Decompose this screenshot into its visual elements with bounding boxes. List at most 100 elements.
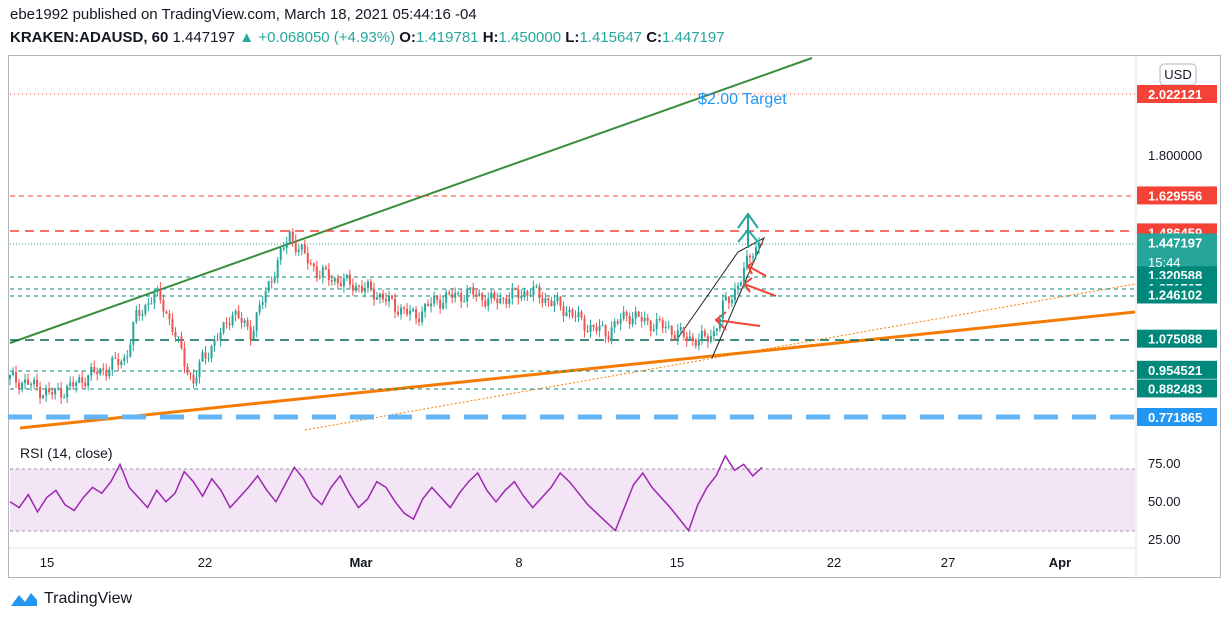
candle-body bbox=[529, 295, 532, 297]
candle-body bbox=[631, 318, 634, 325]
candle-body bbox=[111, 357, 114, 370]
time-tick: 27 bbox=[941, 555, 955, 570]
candle-body bbox=[183, 348, 186, 367]
candle-body bbox=[595, 327, 598, 331]
time-tick: 8 bbox=[515, 555, 522, 570]
candle-body bbox=[12, 372, 15, 375]
open-label: O: bbox=[399, 29, 416, 46]
candle-body bbox=[619, 319, 622, 324]
price-label: 0.954521 bbox=[1148, 363, 1202, 378]
target-annotation[interactable]: $2.00 Target bbox=[698, 91, 787, 108]
candle-body bbox=[748, 255, 751, 258]
candle-body bbox=[661, 320, 664, 328]
upper-channel-line[interactable] bbox=[9, 57, 813, 344]
candle-body bbox=[610, 327, 613, 340]
candle-body bbox=[424, 303, 427, 312]
open-value: 1.419781 bbox=[415, 29, 479, 46]
candle-body bbox=[607, 336, 610, 340]
candle-body bbox=[309, 263, 312, 265]
candle-body bbox=[231, 314, 234, 326]
candle-body bbox=[745, 255, 748, 268]
candle-body bbox=[466, 290, 469, 302]
last-price: 1.447197 bbox=[172, 29, 236, 46]
candle-body bbox=[601, 325, 604, 327]
candle-body bbox=[15, 372, 18, 383]
time-tick: 15 bbox=[670, 555, 684, 570]
candle-body bbox=[246, 320, 249, 327]
candle-body bbox=[375, 297, 378, 300]
candle-body bbox=[436, 295, 439, 301]
dotted-trendline[interactable] bbox=[304, 283, 1136, 431]
candle-body bbox=[565, 312, 568, 316]
candle-body bbox=[583, 317, 586, 331]
candle-body bbox=[48, 388, 51, 393]
candle-body bbox=[186, 366, 189, 374]
arrow-up-icon bbox=[737, 212, 759, 248]
candle-body bbox=[135, 310, 138, 322]
support-trendline[interactable] bbox=[19, 310, 1136, 430]
candle-body bbox=[502, 298, 505, 300]
candle-body bbox=[511, 287, 514, 299]
candle-body bbox=[481, 293, 484, 301]
countdown-label: 15:44 bbox=[1148, 255, 1181, 270]
candle-body bbox=[700, 330, 703, 340]
candle-body bbox=[742, 267, 745, 283]
candle-body bbox=[505, 298, 508, 305]
price-label: 1.629556 bbox=[1148, 188, 1202, 203]
candle-body bbox=[72, 382, 75, 387]
candle-body bbox=[372, 288, 375, 300]
candle-body bbox=[75, 382, 78, 387]
candle-body bbox=[394, 298, 397, 312]
candle-body bbox=[258, 304, 261, 313]
price-label-bg bbox=[1137, 186, 1217, 205]
candle-body bbox=[90, 367, 93, 376]
candle-body bbox=[138, 310, 141, 316]
candle-body bbox=[409, 310, 412, 315]
candle-body bbox=[496, 298, 499, 304]
candle-body bbox=[703, 330, 706, 337]
candle-body bbox=[39, 386, 42, 399]
candle-body bbox=[451, 293, 454, 298]
price-label-bg bbox=[1137, 379, 1217, 398]
candle-body bbox=[592, 324, 595, 328]
price-label: 1.447197 bbox=[1148, 236, 1202, 251]
candle-body bbox=[9, 374, 11, 379]
candle-body bbox=[300, 244, 303, 250]
candle-series[interactable] bbox=[9, 228, 763, 405]
candle-body bbox=[228, 323, 231, 326]
candle-body bbox=[225, 322, 228, 324]
candle-body bbox=[727, 296, 730, 304]
candle-body bbox=[54, 388, 57, 395]
candle-body bbox=[562, 306, 565, 316]
candle-body bbox=[718, 318, 721, 329]
candle-body bbox=[643, 317, 646, 322]
candle-body bbox=[363, 288, 366, 292]
high-value: 1.450000 bbox=[498, 29, 562, 46]
candle-body bbox=[421, 311, 424, 323]
candle-body bbox=[487, 298, 490, 307]
tradingview-logo-icon bbox=[11, 593, 37, 606]
symbol-name[interactable]: KRAKEN:ADAUSD, 60 bbox=[10, 29, 169, 46]
candle-body bbox=[577, 311, 580, 318]
candle-body bbox=[490, 292, 493, 299]
candle-body bbox=[694, 339, 697, 346]
candle-body bbox=[327, 269, 330, 281]
candle-body bbox=[354, 285, 357, 291]
candle-body bbox=[240, 317, 243, 323]
price-label: 1.075088 bbox=[1148, 332, 1202, 347]
candle-body bbox=[586, 330, 589, 332]
tradingview-footer: TradingView bbox=[10, 590, 132, 608]
candle-body bbox=[535, 286, 538, 288]
candle-body bbox=[210, 345, 213, 359]
candle-body bbox=[679, 327, 682, 331]
rsi-line[interactable] bbox=[9, 454, 763, 533]
brand-name[interactable]: TradingView bbox=[44, 590, 133, 607]
candle-body bbox=[204, 352, 207, 359]
candle-body bbox=[333, 278, 336, 282]
breakout-wedge-drawing[interactable] bbox=[677, 236, 766, 359]
candle-body bbox=[541, 298, 544, 303]
candle-body bbox=[658, 319, 661, 321]
candle-body bbox=[721, 300, 724, 319]
candle-body bbox=[445, 292, 448, 303]
